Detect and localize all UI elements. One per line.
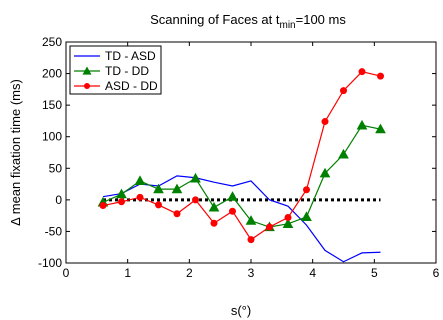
data-point	[171, 183, 183, 194]
data-point	[340, 87, 347, 95]
legend-swatch-marker	[82, 66, 92, 75]
data-point	[301, 211, 312, 222]
data-point	[303, 186, 310, 194]
data-point	[136, 193, 144, 201]
legend-entry-label: TD - ASD	[105, 49, 156, 63]
data-point	[155, 201, 162, 209]
x-axis: 0 1 2 3 4 5 6	[63, 42, 440, 280]
y-axis: -100 -50 0 50 100 150 200 250	[38, 35, 436, 270]
y-tick-label: 150	[42, 98, 62, 112]
legend-swatch-marker	[84, 83, 90, 89]
data-point	[375, 123, 386, 134]
data-point	[266, 223, 273, 231]
data-point	[321, 118, 329, 126]
x-tick-label: 5	[371, 266, 378, 280]
data-point	[116, 188, 127, 199]
chart-title-text: Scanning of Faces at tmin=100 ms	[150, 12, 346, 31]
data-point	[229, 207, 236, 215]
data-point	[284, 214, 292, 222]
y-tick-label: -100	[38, 256, 62, 270]
y-tick-label: 200	[42, 67, 62, 81]
series-td-dd	[97, 119, 386, 232]
data-point	[282, 218, 294, 228]
x-tick-label: 1	[124, 266, 131, 280]
x-tick-label: 4	[309, 266, 316, 280]
data-point	[134, 175, 146, 186]
x-tick-label: 0	[63, 266, 70, 280]
data-point	[208, 201, 220, 212]
x-tick-label: 2	[186, 266, 193, 280]
legend-entry-label: ASD - DD	[105, 79, 158, 93]
data-point	[356, 119, 368, 130]
x-tick-label: 3	[248, 266, 255, 280]
data-point	[227, 191, 238, 201]
y-tick-label: 250	[42, 35, 62, 49]
data-point	[358, 68, 366, 76]
data-point	[245, 215, 257, 225]
y-tick-label: 0	[55, 193, 62, 207]
data-point	[247, 236, 255, 244]
y-tick-label: 50	[49, 161, 63, 175]
series-asd-dd	[99, 68, 384, 244]
axis-titles: s(°) Δ mean fixation time (ms)	[8, 79, 251, 318]
data-point	[338, 148, 349, 159]
data-point	[210, 219, 218, 227]
data-point	[99, 202, 107, 210]
data-point	[377, 72, 384, 80]
series-line	[102, 71, 381, 241]
series-layer	[97, 68, 386, 263]
data-point	[190, 172, 201, 183]
data-point	[153, 183, 164, 194]
data-point	[118, 198, 125, 206]
data-point	[192, 196, 199, 204]
data-point	[173, 210, 181, 218]
x-tick-label: 6	[433, 266, 440, 280]
chart-title: Scanning of Faces at tmin=100 ms	[150, 12, 346, 31]
data-point	[319, 167, 331, 178]
y-tick-label: -50	[45, 224, 63, 238]
y-axis-title: Δ mean fixation time (ms)	[8, 79, 23, 226]
series-line	[102, 124, 381, 228]
legend-entry-label: TD - DD	[105, 64, 149, 78]
x-axis-title: s(°)	[231, 303, 251, 318]
y-tick-label: 100	[42, 130, 62, 144]
